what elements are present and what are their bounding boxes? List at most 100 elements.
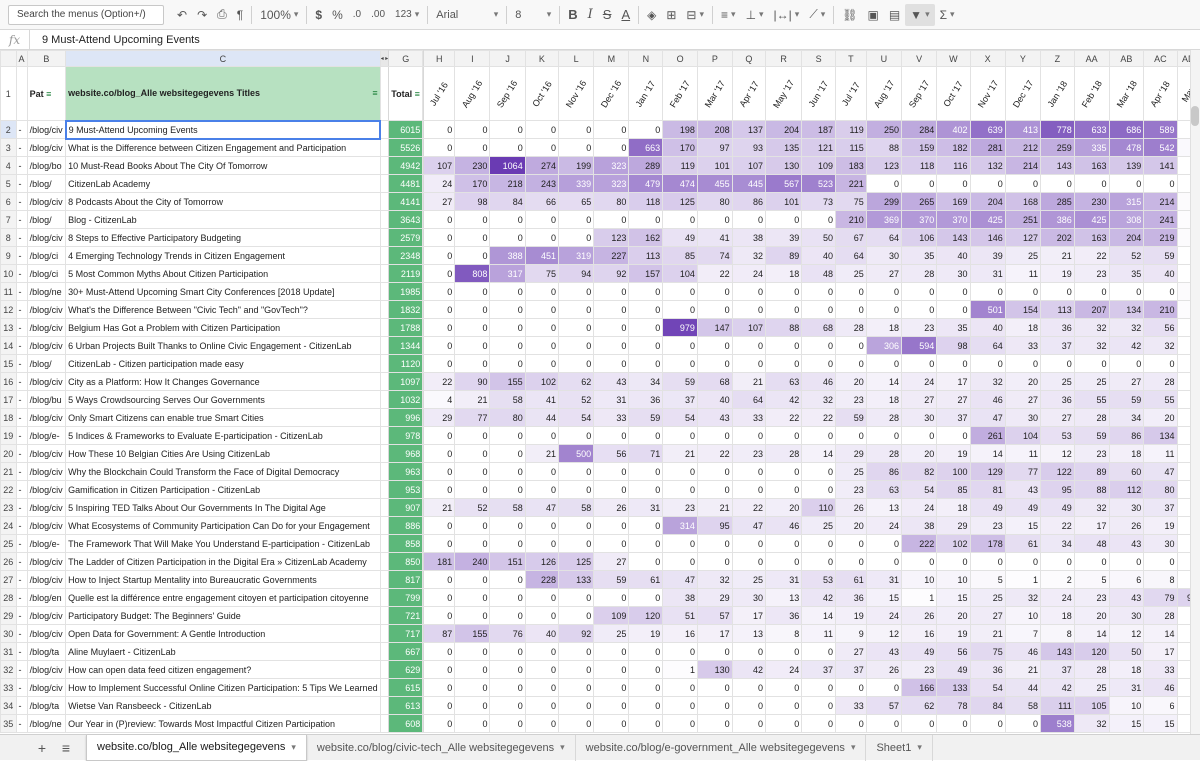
cell-month-value[interactable]: 73 — [801, 192, 836, 211]
cell-month-value[interactable]: 0 — [593, 678, 630, 697]
cell-month-value[interactable]: 17 — [1143, 642, 1178, 661]
cell-month-value[interactable]: 0 — [662, 300, 698, 319]
cell-month-value[interactable]: 58 — [1004, 696, 1042, 715]
cell-month-value[interactable]: 12 — [1040, 444, 1075, 463]
cell-month-value[interactable]: 0 — [662, 336, 698, 355]
cell-month-value[interactable]: 0 — [801, 282, 836, 301]
cell-month-value[interactable]: 58 — [557, 498, 595, 517]
cell-month-value[interactable]: 74 — [696, 246, 733, 265]
cell-month-value[interactable]: 97 — [696, 138, 733, 157]
cell-month-value[interactable]: 0 — [524, 678, 559, 697]
cell-month-value[interactable]: 0 — [731, 534, 766, 553]
cell-a[interactable]: - — [15, 516, 28, 535]
cell-month-value[interactable]: 0 — [1004, 552, 1042, 571]
cell-month-value[interactable]: 25 — [834, 462, 867, 481]
row-number[interactable]: 20 — [0, 444, 17, 463]
cell-month-value[interactable]: 23 — [969, 516, 1006, 535]
insert-chart-button[interactable]: ▤ — [884, 4, 905, 26]
cell-total[interactable]: 629 — [388, 660, 424, 679]
cell-month-value[interactable]: 155 — [489, 372, 526, 391]
cell-month-value[interactable]: 25 — [801, 516, 836, 535]
cell-month-value[interactable]: 0 — [731, 696, 766, 715]
cell-month-value[interactable]: 46 — [1143, 678, 1178, 697]
cell-month-value[interactable]: 0 — [423, 426, 456, 445]
cell-month-value[interactable]: 33 — [593, 408, 630, 427]
cell-title[interactable]: Quelle est la différence entre engagemen… — [65, 588, 381, 607]
cell-month-value[interactable]: 0 — [969, 174, 1006, 193]
cell-a[interactable]: - — [15, 444, 28, 463]
cell-month-value[interactable]: 11 — [801, 624, 836, 643]
cell-month-value[interactable]: 0 — [454, 282, 491, 301]
cell-month-value[interactable]: 199 — [557, 156, 595, 175]
cell-month-value[interactable]: 31 — [969, 264, 1006, 283]
column-header[interactable]: R — [764, 50, 803, 67]
cell-month-value[interactable]: 17 — [1073, 516, 1110, 535]
cell-month-value[interactable]: 42 — [1108, 336, 1145, 355]
cell-a[interactable]: - — [15, 552, 28, 571]
cell-month-value[interactable]: 54 — [969, 678, 1006, 697]
more-formats-select[interactable]: 123 ▾ — [390, 4, 424, 26]
cell-month-value[interactable]: 154 — [1004, 300, 1042, 319]
cell-month-value[interactable]: 25 — [731, 570, 766, 589]
cell-month-value[interactable]: 0 — [557, 714, 595, 733]
cell-month-value[interactable]: 370 — [901, 210, 938, 229]
cell-month-value[interactable]: 479 — [628, 174, 664, 193]
cell-month-value[interactable]: 0 — [628, 516, 664, 535]
select-all-corner[interactable] — [0, 50, 17, 67]
cell-month-value[interactable]: 0 — [454, 606, 491, 625]
cell-month-value[interactable]: 0 — [557, 354, 595, 373]
cell-month-value[interactable]: 228 — [524, 570, 559, 589]
cell-total[interactable]: 1344 — [388, 336, 424, 355]
cell-month-value[interactable]: 0 — [489, 300, 526, 319]
row-number[interactable]: 4 — [0, 156, 17, 175]
cell-month-value[interactable]: 107 — [731, 318, 766, 337]
cell-month-value[interactable]: 38 — [901, 516, 938, 535]
header-cell-month[interactable]: Sep '16 — [489, 66, 526, 121]
cell-month-value[interactable]: 0 — [834, 282, 867, 301]
column-header[interactable]: K — [524, 50, 559, 67]
cell-month-value[interactable]: 0 — [865, 300, 903, 319]
cell-month-value[interactable]: 52 — [1108, 246, 1145, 265]
cell-path[interactable]: /blog/civ — [26, 624, 67, 643]
cell-month-value[interactable]: 0 — [696, 336, 733, 355]
cell-month-value[interactable]: 127 — [1004, 228, 1042, 247]
cell-month-value[interactable]: 589 — [1143, 120, 1178, 139]
cell-month-value[interactable]: 18 — [1040, 606, 1075, 625]
cell-title[interactable]: How can open data feed citizen engagemen… — [65, 660, 381, 679]
cell-total[interactable]: 799 — [388, 588, 424, 607]
cell-month-value[interactable]: 289 — [628, 156, 664, 175]
cell-month-value[interactable]: 0 — [628, 426, 664, 445]
cell-month-value[interactable]: 1 — [662, 660, 698, 679]
cell-month-value[interactable]: 0 — [557, 696, 595, 715]
cell-total[interactable]: 4481 — [388, 174, 424, 193]
cell-month-value[interactable]: 0 — [454, 444, 491, 463]
cell-month-value[interactable]: 202 — [1040, 228, 1075, 247]
cell-path[interactable]: /blog/en — [26, 588, 67, 607]
cell-month-value[interactable]: 0 — [454, 642, 491, 661]
cell-month-value[interactable]: 0 — [593, 480, 630, 499]
cell-month-value[interactable]: 59 — [628, 408, 664, 427]
cell-month-value[interactable]: 63 — [764, 372, 803, 391]
cell-month-value[interactable]: 0 — [764, 426, 803, 445]
cell-month-value[interactable]: 38 — [662, 588, 698, 607]
cell-month-value[interactable]: 30 — [865, 246, 903, 265]
cell-month-value[interactable]: 0 — [865, 552, 903, 571]
cell-month-value[interactable]: 15 — [936, 588, 971, 607]
cell-month-value[interactable]: 47 — [731, 516, 766, 535]
cell-path[interactable]: /blog/ta — [26, 642, 67, 661]
cell-month-value[interactable]: 58 — [489, 498, 526, 517]
cell-month-value[interactable]: 118 — [901, 156, 938, 175]
cell-month-value[interactable]: 0 — [454, 678, 491, 697]
cell-month-value[interactable]: 94 — [557, 264, 595, 283]
cell-month-value[interactable]: 49 — [901, 642, 938, 661]
cell-month-value[interactable]: 0 — [524, 660, 559, 679]
cell-a[interactable]: - — [15, 246, 28, 265]
cell-month-value[interactable]: 14 — [801, 606, 836, 625]
cell-month-value[interactable]: 0 — [969, 282, 1006, 301]
cell-month-value[interactable]: 0 — [489, 660, 526, 679]
cell-month-value[interactable]: 0 — [524, 426, 559, 445]
cell-month-value[interactable]: 0 — [801, 642, 836, 661]
cell-month-value[interactable]: 0 — [454, 696, 491, 715]
cell-month-value[interactable]: 0 — [764, 210, 803, 229]
cell-month-value[interactable]: 285 — [1040, 192, 1075, 211]
